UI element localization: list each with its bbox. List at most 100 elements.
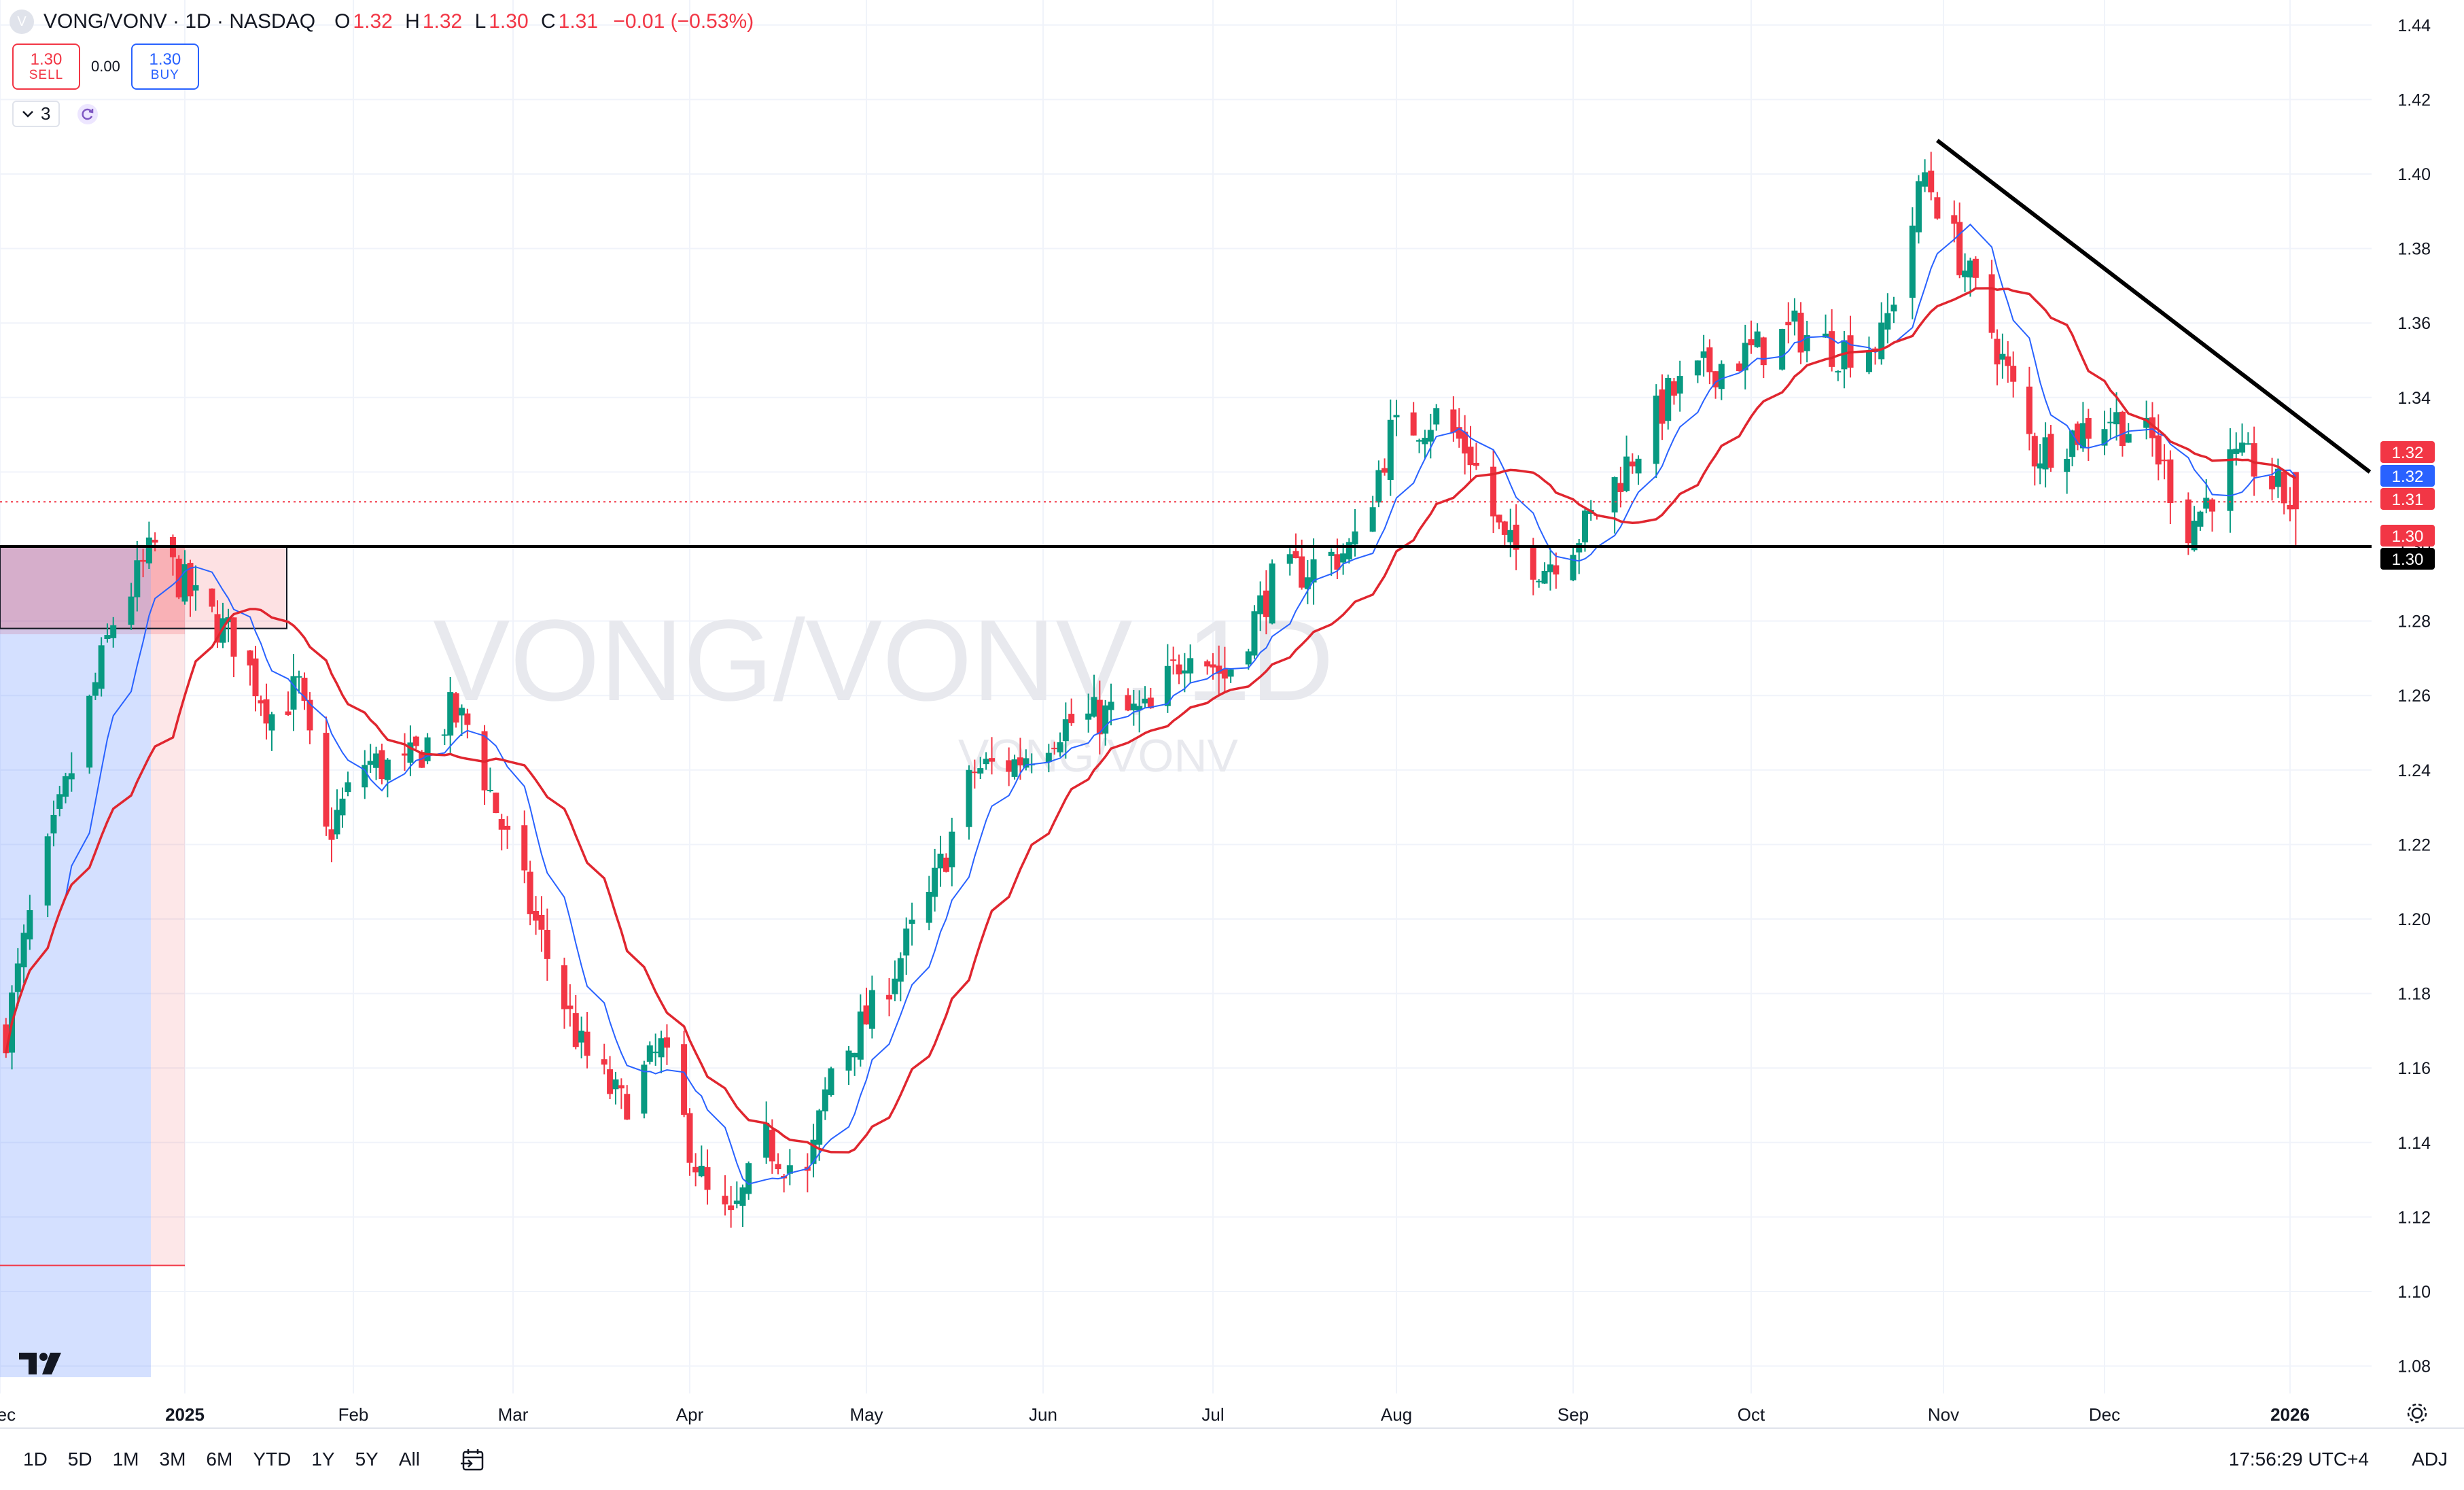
candle[interactable] — [367, 744, 374, 774]
candle[interactable] — [1245, 648, 1252, 670]
candle[interactable] — [828, 1067, 834, 1097]
candle[interactable] — [110, 617, 117, 648]
candle[interactable] — [1334, 538, 1341, 579]
candle[interactable] — [175, 555, 182, 600]
candle[interactable] — [1227, 668, 1234, 683]
candle[interactable] — [2085, 409, 2092, 461]
candle[interactable] — [1263, 570, 1269, 635]
candle[interactable] — [663, 1024, 670, 1065]
candle[interactable] — [1068, 698, 1075, 726]
sell-button[interactable]: 1.30 SELL — [12, 44, 80, 90]
candle[interactable] — [1187, 644, 1194, 683]
candle[interactable] — [334, 789, 340, 839]
candle[interactable] — [1700, 334, 1707, 377]
candle[interactable] — [745, 1161, 752, 1200]
candle[interactable] — [1617, 466, 1624, 508]
candle[interactable] — [1570, 545, 1577, 582]
candle[interactable] — [652, 1033, 659, 1066]
candle[interactable] — [892, 960, 898, 1001]
indicators-toggle[interactable]: 3 — [12, 101, 60, 127]
candle[interactable] — [1352, 509, 1358, 557]
candle[interactable] — [2274, 458, 2281, 498]
candle[interactable] — [1045, 744, 1052, 773]
candle[interactable] — [2005, 341, 2011, 383]
candle[interactable] — [1496, 514, 1502, 530]
range-ytd-button[interactable]: YTD — [253, 1449, 292, 1470]
candle[interactable] — [1878, 302, 1885, 365]
candle[interactable] — [1629, 453, 1636, 474]
candle[interactable] — [1797, 302, 1804, 364]
candle[interactable] — [1501, 521, 1508, 548]
candle[interactable] — [932, 848, 938, 912]
candle[interactable] — [493, 792, 499, 814]
candle[interactable] — [1999, 333, 2006, 379]
candle[interactable] — [2209, 498, 2216, 532]
candle[interactable] — [722, 1175, 728, 1216]
candle[interactable] — [1375, 460, 1382, 508]
candle[interactable] — [692, 1153, 699, 1187]
candle[interactable] — [1142, 686, 1148, 708]
candle[interactable] — [1170, 646, 1177, 675]
candle[interactable] — [2197, 510, 2204, 531]
candle[interactable] — [521, 810, 528, 884]
candle[interactable] — [56, 786, 63, 816]
candle[interactable] — [1204, 659, 1211, 675]
candle[interactable] — [1553, 552, 1560, 589]
candle[interactable] — [2281, 470, 2287, 515]
candle[interactable] — [453, 691, 459, 728]
candle[interactable] — [786, 1149, 793, 1185]
candle[interactable] — [989, 737, 996, 775]
candle[interactable] — [2125, 423, 2132, 443]
candle[interactable] — [1269, 559, 1275, 625]
candle[interactable] — [607, 1056, 614, 1100]
candle[interactable] — [268, 712, 275, 751]
candle[interactable] — [384, 758, 391, 798]
candle[interactable] — [845, 1045, 852, 1086]
candle[interactable] — [328, 807, 335, 863]
candle[interactable] — [1433, 404, 1440, 431]
candle[interactable] — [937, 835, 944, 887]
candle[interactable] — [646, 1041, 653, 1064]
candle[interactable] — [1659, 374, 1666, 440]
range-all-button[interactable]: All — [398, 1449, 420, 1470]
candle[interactable] — [2010, 351, 2017, 398]
candle[interactable] — [290, 654, 297, 731]
candle[interactable] — [323, 716, 330, 836]
candle[interactable] — [1760, 336, 1767, 379]
range-5d-button[interactable]: 5D — [67, 1449, 92, 1470]
candle[interactable] — [601, 1043, 608, 1075]
candle[interactable] — [1462, 415, 1468, 474]
candle[interactable] — [1915, 175, 1922, 244]
candle[interactable] — [63, 772, 69, 803]
candle[interactable] — [209, 588, 215, 612]
range-1y-button[interactable]: 1Y — [311, 1449, 335, 1470]
candle[interactable] — [1890, 296, 1897, 324]
candle[interactable] — [230, 617, 237, 678]
candle[interactable] — [306, 692, 313, 744]
candle[interactable] — [1181, 653, 1188, 693]
candle[interactable] — [804, 1153, 811, 1193]
candle[interactable] — [14, 948, 21, 1007]
candle[interactable] — [1006, 747, 1013, 786]
candle[interactable] — [1216, 645, 1222, 695]
candle[interactable] — [1718, 360, 1725, 400]
candle[interactable] — [1410, 402, 1417, 436]
candle[interactable] — [1416, 438, 1423, 453]
tradingview-logo[interactable] — [19, 1350, 63, 1377]
candle[interactable] — [1676, 360, 1683, 412]
candle[interactable] — [857, 994, 864, 1067]
candle[interactable] — [2101, 411, 2108, 455]
candle[interactable] — [886, 977, 893, 1017]
candle[interactable] — [681, 1030, 688, 1118]
candle[interactable] — [2239, 423, 2246, 456]
calendar-icon[interactable] — [459, 1446, 487, 1473]
candle[interactable] — [1422, 430, 1428, 459]
candle[interactable] — [983, 752, 989, 770]
candle[interactable] — [2161, 444, 2168, 480]
candle[interactable] — [1085, 693, 1092, 733]
candle[interactable] — [1785, 302, 1792, 344]
candle[interactable] — [704, 1149, 711, 1205]
symbol-title[interactable]: VONG/VONV · 1D · NASDAQ — [43, 10, 316, 33]
candle[interactable] — [1951, 200, 1958, 243]
candle[interactable] — [1096, 680, 1103, 755]
